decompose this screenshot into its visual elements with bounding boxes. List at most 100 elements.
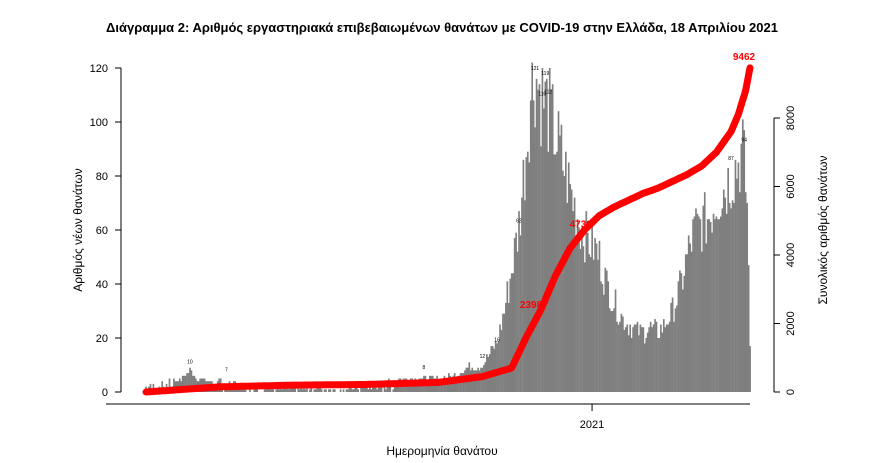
bar xyxy=(254,389,257,392)
bar xyxy=(309,389,311,392)
bar xyxy=(345,389,348,392)
bar xyxy=(633,324,636,392)
bar xyxy=(320,389,323,392)
y-tick-left-label: 120 xyxy=(90,63,108,75)
bar xyxy=(310,386,313,392)
bar xyxy=(544,81,547,392)
bar xyxy=(639,324,642,392)
bar xyxy=(332,389,335,392)
bar xyxy=(567,162,570,392)
bar xyxy=(581,227,583,392)
bar xyxy=(458,375,460,392)
bar-value-label: 7 xyxy=(225,367,228,373)
bar xyxy=(673,321,675,392)
bar xyxy=(629,324,632,392)
bar xyxy=(478,370,481,392)
bar xyxy=(240,389,242,392)
bar xyxy=(684,254,687,392)
bar xyxy=(506,281,509,392)
bar xyxy=(491,346,494,392)
bar xyxy=(594,238,596,392)
bar xyxy=(654,319,656,392)
bar xyxy=(541,68,544,392)
bar xyxy=(566,203,569,392)
bar xyxy=(585,211,588,392)
bar xyxy=(736,178,738,392)
bar xyxy=(721,208,724,392)
bar xyxy=(385,389,387,392)
bar xyxy=(655,321,658,392)
bar xyxy=(636,321,639,392)
bar xyxy=(529,100,532,393)
bar xyxy=(706,219,709,392)
bar xyxy=(374,386,377,392)
bar xyxy=(642,327,645,392)
bar xyxy=(525,157,528,392)
bar xyxy=(496,343,498,392)
y-tick-left-label: 0 xyxy=(102,387,108,399)
bar xyxy=(582,246,585,392)
bar xyxy=(329,389,332,392)
bar xyxy=(715,216,718,392)
bar-value-label: 119 xyxy=(541,71,549,77)
bar xyxy=(184,375,187,392)
bar xyxy=(342,389,345,392)
bar xyxy=(545,78,548,393)
bar xyxy=(437,381,440,392)
bar xyxy=(551,84,554,392)
bar xyxy=(497,340,500,392)
bar xyxy=(522,159,525,392)
bar xyxy=(592,259,595,392)
y-tick-right-label: 2000 xyxy=(785,311,797,335)
bar xyxy=(613,308,615,392)
y-tick-left-label: 60 xyxy=(96,225,108,237)
bar xyxy=(415,381,418,392)
bar xyxy=(595,243,598,392)
bar xyxy=(708,219,710,392)
bar xyxy=(339,389,342,392)
bar xyxy=(658,338,661,392)
bar xyxy=(623,329,626,392)
bar xyxy=(604,267,607,392)
bar xyxy=(620,313,623,392)
bar xyxy=(502,313,504,392)
bar xyxy=(215,389,218,392)
bar xyxy=(665,324,668,392)
bar xyxy=(696,213,699,392)
bar xyxy=(662,319,665,392)
bar xyxy=(744,192,747,392)
bar xyxy=(682,289,684,392)
bar xyxy=(712,213,715,392)
bar xyxy=(328,389,330,392)
bar xyxy=(297,386,300,392)
bar xyxy=(446,378,449,392)
bar-value-label: 8 xyxy=(422,365,425,371)
bar xyxy=(589,257,592,392)
bar xyxy=(600,281,602,392)
bar xyxy=(671,297,674,392)
bar xyxy=(494,340,497,392)
bar xyxy=(316,386,319,392)
bar xyxy=(519,235,522,392)
bar xyxy=(572,211,574,392)
bar xyxy=(630,338,633,392)
bar xyxy=(702,205,705,392)
bar xyxy=(740,143,743,392)
bar xyxy=(392,389,395,392)
bar xyxy=(276,386,279,392)
bar-value-label: 94 xyxy=(741,137,747,143)
bar xyxy=(648,327,651,392)
y-tick-right-label: 0 xyxy=(785,389,797,395)
bar xyxy=(643,343,646,392)
bar xyxy=(168,378,171,392)
bar xyxy=(301,389,304,392)
bar xyxy=(284,386,286,392)
bar xyxy=(505,302,507,392)
bar xyxy=(278,389,281,392)
bar xyxy=(649,321,652,392)
bar xyxy=(186,373,188,392)
bar xyxy=(354,386,357,392)
bar xyxy=(737,162,740,392)
bar xyxy=(281,389,283,392)
